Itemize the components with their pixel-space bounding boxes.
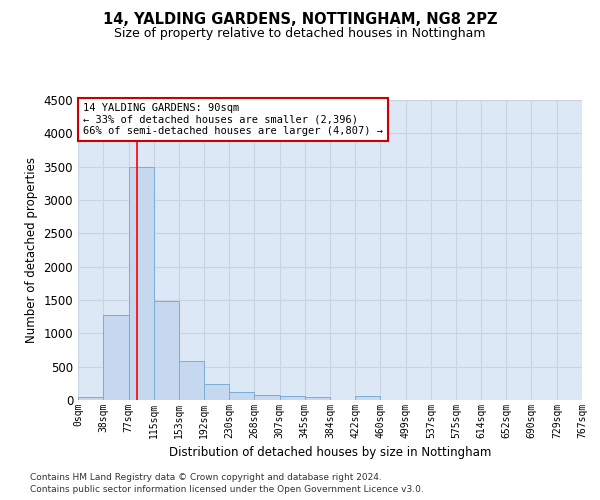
Bar — [204, 384, 229, 400]
Y-axis label: Number of detached properties: Number of detached properties — [25, 157, 38, 343]
Bar — [280, 396, 305, 400]
Text: Size of property relative to detached houses in Nottingham: Size of property relative to detached ho… — [114, 28, 486, 40]
Bar — [254, 394, 280, 400]
Bar — [305, 398, 331, 400]
Text: Contains HM Land Registry data © Crown copyright and database right 2024.: Contains HM Land Registry data © Crown c… — [30, 472, 382, 482]
Text: 14 YALDING GARDENS: 90sqm
← 33% of detached houses are smaller (2,396)
66% of se: 14 YALDING GARDENS: 90sqm ← 33% of detac… — [83, 103, 383, 136]
Bar — [103, 316, 128, 400]
Bar — [128, 166, 154, 400]
Text: Contains public sector information licensed under the Open Government Licence v3: Contains public sector information licen… — [30, 485, 424, 494]
Bar — [355, 396, 380, 400]
Bar — [78, 398, 103, 400]
X-axis label: Distribution of detached houses by size in Nottingham: Distribution of detached houses by size … — [169, 446, 491, 460]
Bar — [154, 302, 179, 400]
Bar — [229, 392, 254, 400]
Bar — [179, 362, 204, 400]
Text: 14, YALDING GARDENS, NOTTINGHAM, NG8 2PZ: 14, YALDING GARDENS, NOTTINGHAM, NG8 2PZ — [103, 12, 497, 28]
